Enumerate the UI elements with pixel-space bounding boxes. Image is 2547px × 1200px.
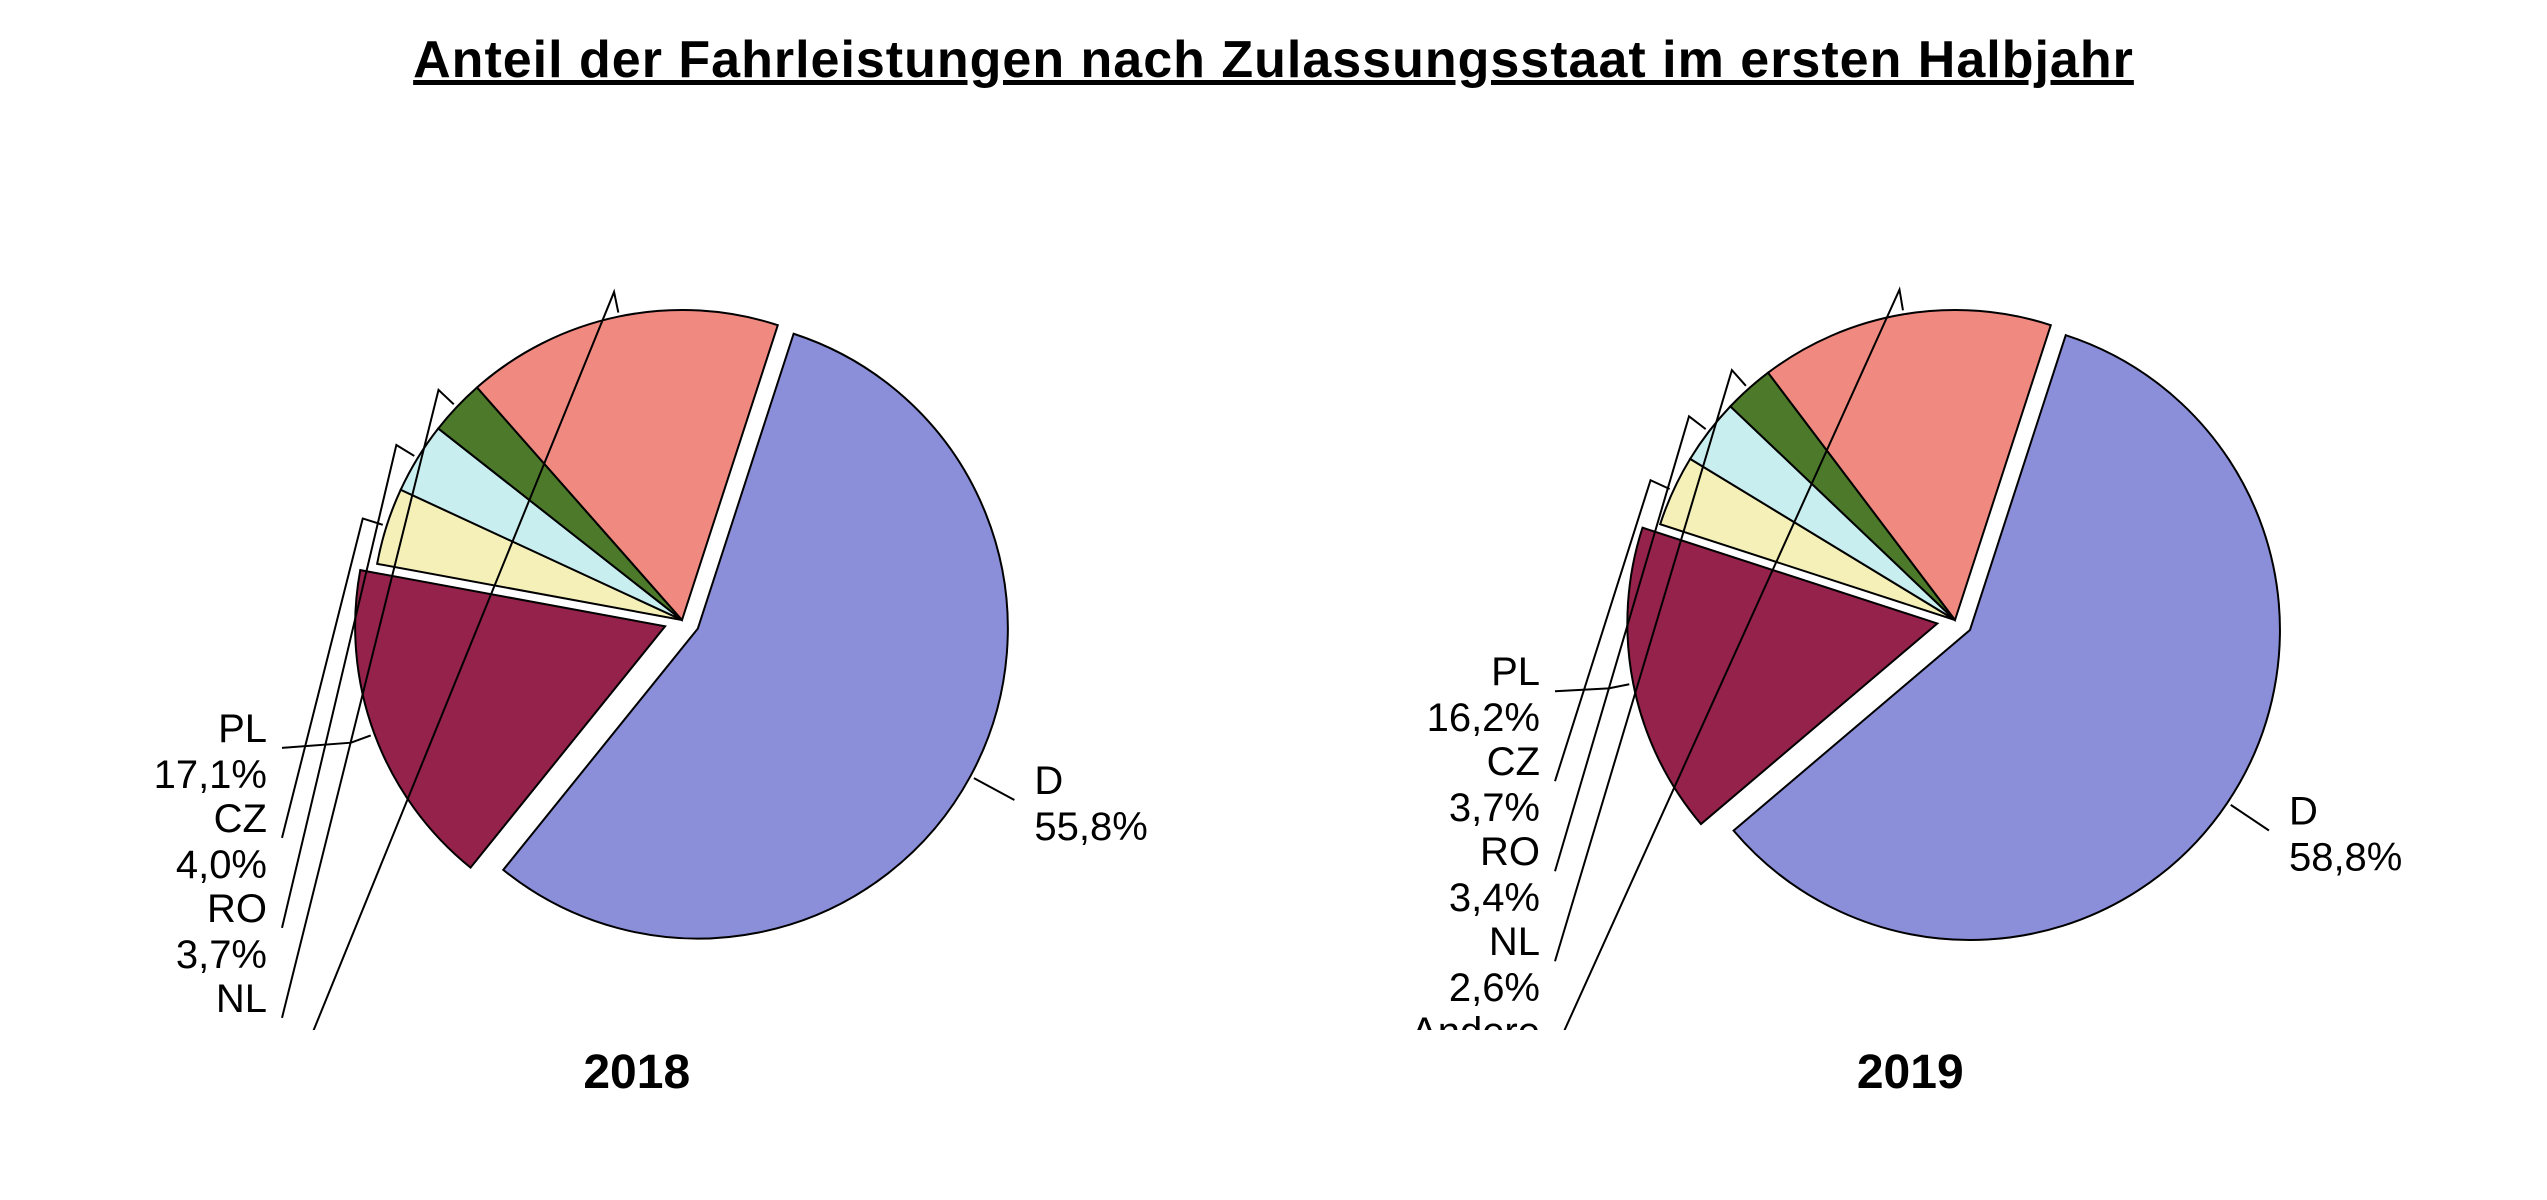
slice-pct-cz: 4,0%: [176, 843, 267, 887]
pie-2018-wrap: D55,8%PL17,1%CZ4,0%RO3,7%NL2,9%Andere16,…: [62, 150, 1212, 1100]
slice-label-d: D: [2289, 789, 2318, 833]
slice-label-pl: PL: [218, 707, 267, 751]
slice-label-cz: CZ: [213, 797, 266, 841]
slice-pct-nl: 2,6%: [1449, 966, 1540, 1010]
slice-pct-cz: 3,7%: [1449, 786, 1540, 830]
pie-2019-wrap: D58,8%PL16,2%CZ3,7%RO3,4%NL2,6%Andere15,…: [1335, 150, 2485, 1100]
pie-2019-svg: D58,8%PL16,2%CZ3,7%RO3,4%NL2,6%Andere15,…: [1335, 150, 2485, 1030]
year-label-2018: 2018: [62, 1045, 1212, 1100]
chart-page: Anteil der Fahrleistungen nach Zulassung…: [0, 0, 2547, 1200]
leader-pl: [1555, 684, 1629, 691]
slice-pct-pl: 16,2%: [1427, 696, 1540, 740]
slice-pct-ro: 3,4%: [1449, 876, 1540, 920]
slice-label-pl: PL: [1491, 650, 1540, 694]
slice-label-ro: RO: [207, 887, 267, 931]
slice-label-nl: NL: [1489, 920, 1540, 964]
slice-label-d: D: [1034, 759, 1063, 803]
slice-pct-ro: 3,7%: [176, 933, 267, 977]
slice-label-cz: CZ: [1487, 740, 1540, 784]
slice-pct-nl: 2,9%: [176, 1023, 267, 1030]
slice-label-nl: NL: [216, 977, 267, 1021]
leader-d: [2231, 805, 2269, 831]
slice-pct-pl: 17,1%: [153, 753, 266, 797]
slice-label-ro: RO: [1480, 830, 1540, 874]
chart-title: Anteil der Fahrleistungen nach Zulassung…: [0, 30, 2547, 90]
pie-2018-svg: D55,8%PL17,1%CZ4,0%RO3,7%NL2,9%Andere16,…: [62, 150, 1212, 1030]
year-label-2019: 2019: [1335, 1045, 2485, 1100]
slice-pct-d: 55,8%: [1034, 805, 1147, 849]
slice-pct-d: 58,8%: [2289, 835, 2402, 879]
slice-label-andere: Andere: [1411, 1010, 1540, 1030]
leader-d: [974, 778, 1014, 800]
charts-row: D55,8%PL17,1%CZ4,0%RO3,7%NL2,9%Andere16,…: [0, 150, 2547, 1150]
